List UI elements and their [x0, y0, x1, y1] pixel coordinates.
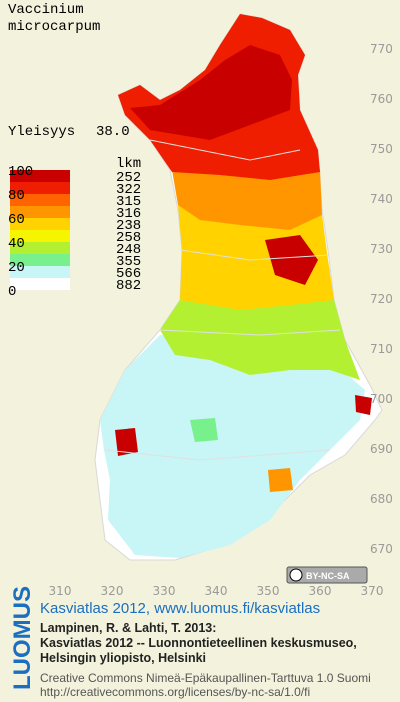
- legend-count: 355: [116, 254, 141, 270]
- legend-scale-label: 100: [8, 164, 33, 180]
- y-tick-label: 740: [370, 192, 393, 206]
- y-tick-label: 670: [370, 542, 393, 556]
- logo: LUOMUS: [9, 586, 36, 690]
- legend-count: 882: [116, 278, 141, 294]
- spot-green-west: [190, 418, 218, 442]
- y-tick-label: 680: [370, 492, 393, 506]
- area-darkred: [130, 45, 292, 140]
- legend-scale-label: 60: [8, 212, 25, 228]
- y-tick-label: 730: [370, 242, 393, 256]
- area-green: [160, 300, 360, 380]
- legend-count: 252: [116, 170, 141, 186]
- spot-east: [355, 395, 372, 415]
- x-tick-label: 370: [361, 584, 384, 598]
- legend-scale-label: 20: [8, 260, 25, 276]
- count-header: lkm: [116, 156, 141, 172]
- legend-scale-label: 80: [8, 188, 25, 204]
- x-tick-label: 330: [153, 584, 176, 598]
- title-line: microcarpum: [8, 19, 100, 35]
- spot-south: [268, 468, 293, 492]
- area-cyan: [100, 335, 365, 558]
- y-tick-label: 720: [370, 292, 393, 306]
- map: [94, 13, 383, 561]
- legend-swatch: [10, 254, 70, 266]
- frequency-label: Yleisyys: [8, 124, 75, 140]
- legend-scale-label: 40: [8, 236, 25, 252]
- y-tick-label: 750: [370, 142, 393, 156]
- citation-line: Kasviatlas 2012 -- Luonnontieteellinen k…: [40, 636, 357, 650]
- legend-swatch: [10, 278, 70, 290]
- y-tick-label: 700: [370, 392, 393, 406]
- legend-count: 258: [116, 230, 141, 246]
- legend-swatch: [10, 242, 70, 254]
- x-tick-label: 350: [257, 584, 280, 598]
- area-darkred-east: [265, 235, 318, 285]
- title-line: Vaccinium: [8, 2, 84, 18]
- badge-box: [286, 566, 368, 584]
- legend-count: 316: [116, 206, 141, 222]
- legend-swatch: [10, 194, 70, 206]
- legend-count: 238: [116, 218, 141, 234]
- legend-count: 248: [116, 242, 141, 258]
- y-tick-label: 690: [370, 442, 393, 456]
- legend-swatch: [10, 206, 70, 218]
- legend-swatch: [10, 266, 70, 278]
- license-line: http://creativecommons.org/licenses/by-n…: [40, 685, 310, 699]
- y-tick-label: 770: [370, 42, 393, 56]
- footer-link[interactable]: Kasviatlas 2012, www.luomus.fi/kasviatla…: [40, 600, 320, 617]
- frequency-value: 38.0: [96, 124, 130, 140]
- legend-count: 322: [116, 182, 141, 198]
- badge-text: BY-NC-SA: [306, 571, 350, 581]
- legend-swatch: [10, 182, 70, 194]
- x-tick-label: 360: [309, 584, 332, 598]
- license-line: Creative Commons Nimeä-Epäkaupallinen-Ta…: [40, 671, 371, 685]
- citation-line: Helsingin yliopisto, Helsinki: [40, 651, 206, 665]
- legend-count: 315: [116, 194, 141, 210]
- license-badge: BY-NC-SA: [286, 566, 368, 584]
- axis-ticks: 310 320 330 340 350 360 370 670 680 690 700 710 720 7…: [49, 42, 393, 598]
- x-tick-label: 340: [205, 584, 228, 598]
- legend-count: 566: [116, 266, 141, 282]
- border-line: [104, 139, 341, 461]
- y-tick-label: 710: [370, 342, 393, 356]
- x-tick-label: 310: [49, 584, 72, 598]
- legend-swatch: [10, 230, 70, 242]
- x-tick-label: 320: [101, 584, 124, 598]
- badge-icon: [289, 568, 303, 582]
- legend-swatch: [10, 170, 70, 182]
- y-tick-label: 760: [370, 92, 393, 106]
- area-orange: [172, 165, 322, 230]
- citation-line: Lampinen, R. & Lahti, T. 2013:: [40, 621, 216, 635]
- spot-west: [115, 428, 138, 456]
- legend-swatch: [10, 218, 70, 230]
- legend-scale-label: 0: [8, 284, 16, 300]
